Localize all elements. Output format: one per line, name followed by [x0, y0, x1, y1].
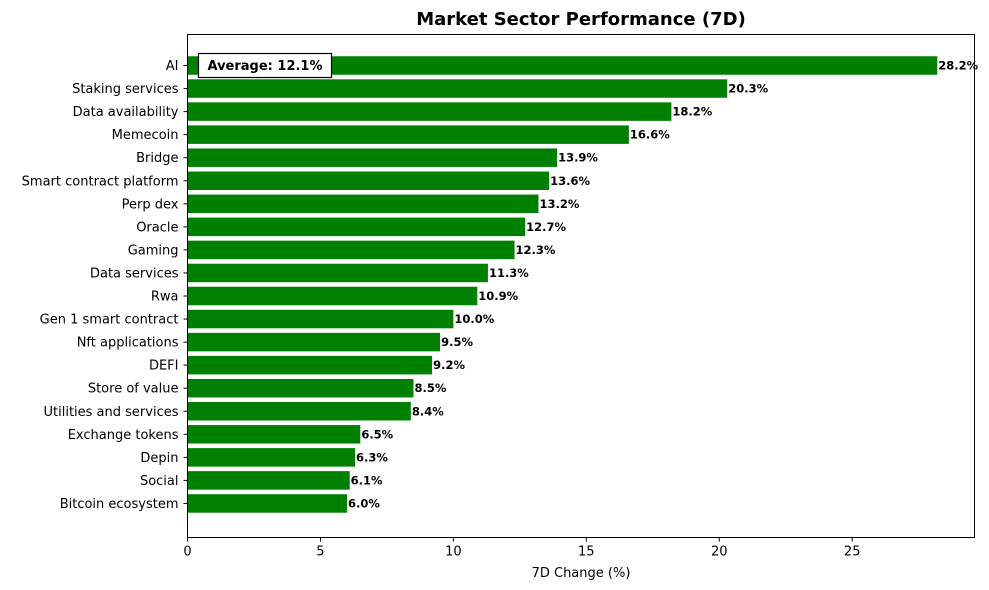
- category-label: Utilities and services: [44, 405, 179, 420]
- bar-value-label: 11.3%: [489, 266, 529, 280]
- labels-layer: 28.2% 20.3% 18.2%16.6% 13.9% 13.6% 13.2% 12.7%…: [348, 59, 979, 511]
- average-annotation-box: [197, 52, 333, 79]
- category-label: Depin: [140, 451, 178, 466]
- bar: [187, 425, 361, 444]
- bar-value-label: 8.5%: [414, 381, 446, 395]
- average-annotation: Average: 12.1%: [197, 52, 333, 79]
- category-label: Gaming: [128, 243, 179, 258]
- bar-value-label: 20.3%: [728, 82, 768, 96]
- bar-value-label: 12.3%: [516, 243, 556, 257]
- bar: [187, 171, 550, 190]
- bar: [187, 56, 938, 75]
- bar-value-label: 13.6%: [550, 174, 590, 188]
- bar-value-label: 10.0%: [454, 312, 494, 326]
- category-label: Perp dex: [122, 197, 179, 212]
- bar-value-label: 18.2%: [672, 105, 712, 119]
- bar: [187, 240, 515, 260]
- y-axis: AI Staking services Data availability Memec…: [22, 59, 188, 512]
- bar-value-label: 16.6%: [630, 128, 670, 142]
- bar: [187, 309, 454, 329]
- x-tick-label: 10: [445, 545, 462, 560]
- x-axis: 0 5 10 15 20 25: [183, 537, 861, 560]
- category-label: Nft applications: [77, 336, 179, 351]
- bar-value-label: 9.2%: [433, 358, 465, 372]
- bar: [187, 148, 558, 167]
- bar: [187, 286, 478, 306]
- bar: [187, 494, 348, 513]
- category-label: Staking services: [72, 82, 179, 97]
- bar: [187, 217, 526, 237]
- category-label: Data services: [90, 266, 179, 281]
- bar-value-label: 13.9%: [558, 151, 598, 165]
- bar: [187, 125, 629, 144]
- bar-value-label: 6.0%: [348, 496, 380, 510]
- bar-value-label: 9.5%: [441, 335, 473, 349]
- category-label: Oracle: [136, 220, 178, 235]
- bar-value-label: 12.7%: [526, 220, 566, 234]
- x-tick-label: 20: [711, 545, 728, 560]
- category-label: Rwa: [151, 290, 179, 305]
- category-label: Exchange tokens: [68, 428, 179, 443]
- bar-value-label: 13.2%: [539, 197, 579, 211]
- bar: [187, 378, 414, 398]
- chart-title: Market Sector Performance (7D): [416, 9, 746, 30]
- category-label: Bitcoin ecosystem: [60, 497, 179, 512]
- x-axis-title: 7D Change (%): [532, 566, 631, 581]
- category-label: Bridge: [136, 151, 178, 166]
- category-label: Store of value: [88, 382, 179, 397]
- bar-value-label: 28.2%: [938, 59, 978, 73]
- plot-frame: [187, 34, 975, 538]
- bar: [187, 332, 441, 352]
- bar-value-label: 6.3%: [356, 450, 388, 464]
- category-label: Smart contract platform: [22, 174, 179, 189]
- category-label: Gen 1 smart contract: [40, 313, 179, 328]
- bar: [187, 355, 433, 375]
- bar: [187, 194, 539, 214]
- average-annotation-text: Average: 12.1%: [207, 59, 322, 74]
- category-label: DEFI: [149, 359, 179, 374]
- x-tick-label: 0: [183, 545, 191, 560]
- x-tick-label: 25: [844, 545, 861, 560]
- bar: [187, 471, 350, 490]
- bar: [187, 402, 411, 421]
- bar-value-label: 10.9%: [478, 289, 518, 303]
- bar-value-label: 8.4%: [412, 404, 444, 418]
- category-label: Social: [140, 474, 179, 489]
- bar: [187, 79, 728, 98]
- bar: [187, 448, 356, 467]
- bar: [187, 263, 488, 283]
- bar-value-label: 6.5%: [361, 427, 393, 441]
- category-label: Data availability: [73, 105, 179, 120]
- bars-layer: [187, 56, 938, 513]
- x-tick-label: 15: [578, 545, 595, 560]
- x-tick-label: 5: [316, 545, 324, 560]
- bar-value-label: 6.1%: [351, 473, 383, 487]
- category-label: Memecoin: [112, 128, 179, 143]
- bar: [187, 102, 672, 121]
- category-label: AI: [166, 59, 179, 74]
